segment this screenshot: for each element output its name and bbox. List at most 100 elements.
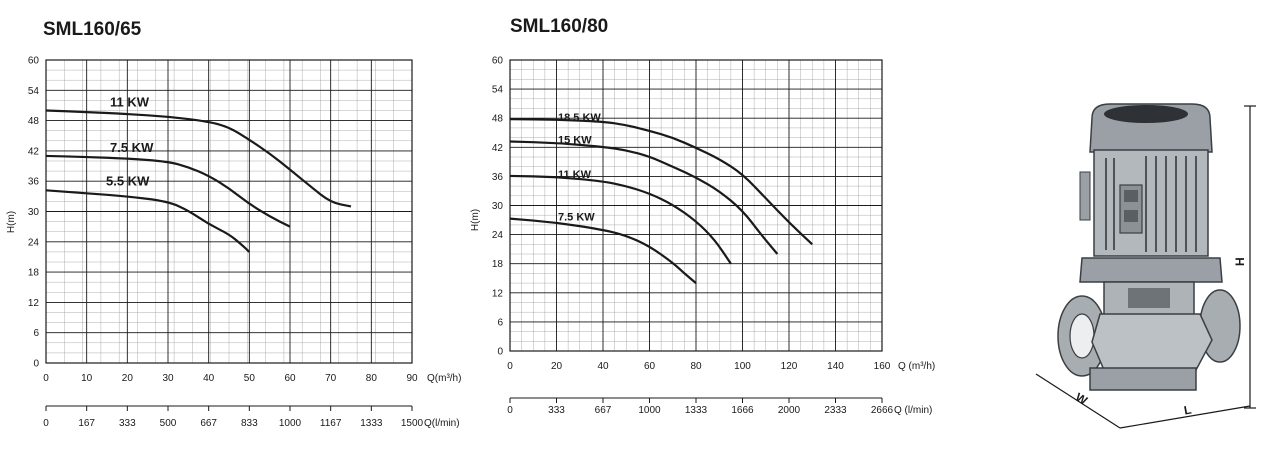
series-label-2: 11 KW [558, 169, 592, 181]
motor-flange [1079, 257, 1223, 283]
secondary-tick-label: 1333 [360, 418, 383, 429]
y-tick-label: 30 [492, 201, 504, 212]
secondary-tick-label: 1333 [685, 405, 708, 416]
y-tick-label: 48 [492, 114, 504, 125]
series-label-0: 11 KW [110, 95, 150, 110]
secondary-tick-label: 1167 [320, 418, 342, 429]
chart-title-sml160-65: SML160/65 [43, 19, 142, 40]
y-tick-label: 36 [492, 172, 504, 183]
chart-title-sml160-80: SML160/80 [510, 16, 609, 37]
y-tick-label: 36 [28, 177, 40, 188]
y-tick-label: 6 [33, 328, 39, 339]
x-tick-label: 60 [644, 361, 656, 372]
y-tick-label: 48 [28, 116, 40, 127]
terminal-box-plate [1124, 190, 1138, 202]
dimension-lines [1035, 105, 1256, 429]
x-axis-label: Q(m³/h) [427, 373, 461, 384]
dimension-l-label: L [1183, 403, 1193, 418]
terminal-box-plate-lower [1124, 210, 1138, 222]
y-tick-label: 18 [492, 259, 504, 270]
y-axis-label: H(m) [470, 209, 481, 231]
secondary-tick-label: 0 [507, 405, 513, 416]
grid-0 [45, 59, 413, 364]
secondary-tick-label: 2333 [824, 405, 847, 416]
y-tick-label: 0 [497, 347, 503, 358]
x-tick-label: 20 [122, 373, 134, 384]
y-tick-label: 0 [33, 359, 39, 370]
y-tick-label: 18 [28, 268, 40, 279]
y-tick-label: 42 [492, 143, 504, 154]
pump-volute [1091, 313, 1213, 371]
y-tick-label: 60 [28, 56, 40, 67]
y-tick-label: 54 [28, 86, 40, 97]
secondary-tick-label: 2000 [778, 405, 801, 416]
secondary-tick-label: 167 [78, 418, 95, 429]
series-line-1 [509, 140, 779, 255]
motor-fins [1105, 156, 1197, 252]
series-line-2 [509, 174, 732, 265]
secondary-tick-label: 333 [119, 418, 136, 429]
x-tick-label: 100 [734, 361, 751, 372]
y-tick-label: 30 [28, 207, 40, 218]
secondary-tick-label: 1000 [279, 418, 302, 429]
x-tick-label: 40 [203, 373, 215, 384]
series-line-2 [45, 189, 251, 253]
series-label-3: 7.5 KW [558, 212, 595, 224]
pump-illustration [1057, 103, 1241, 391]
x-tick-label: 160 [874, 361, 891, 372]
series-label-0: 18.5 KW [558, 112, 601, 124]
y-axis-label: H(m) [6, 211, 17, 233]
pump-base [1089, 367, 1197, 391]
x-tick-label: 60 [284, 373, 296, 384]
secondary-axis-label: Q(l/min) [424, 418, 460, 429]
x-tick-label: 80 [366, 373, 378, 384]
secondary-tick-label: 500 [160, 418, 177, 429]
x-tick-label: 140 [827, 361, 844, 372]
plot-frame [45, 59, 413, 364]
x-tick-label: 0 [43, 373, 49, 384]
motor-side-bracket [1079, 171, 1091, 221]
secondary-tick-label: 0 [43, 418, 49, 429]
y-tick-label: 12 [28, 298, 40, 309]
secondary-tick-label: 667 [595, 405, 612, 416]
x-axis-label: Q (m³/h) [898, 361, 935, 372]
coupling-window [1128, 288, 1170, 308]
secondary-axis-label: Q (l/min) [894, 405, 932, 416]
x-tick-label: 20 [551, 361, 563, 372]
motor-body [1093, 149, 1209, 257]
motor-fan-cover [1104, 105, 1188, 123]
y-tick-label: 24 [492, 230, 504, 241]
secondary-tick-label: 667 [200, 418, 217, 429]
secondary-tick-label: 1500 [401, 418, 424, 429]
series-line-1 [45, 154, 291, 228]
x-tick-label: 0 [507, 361, 513, 372]
y-tick-label: 12 [492, 288, 504, 299]
dimension-h-label: H [1233, 257, 1247, 266]
inlet-bore [1069, 313, 1095, 359]
y-tick-label: 60 [492, 56, 504, 67]
x-tick-label: 30 [162, 373, 174, 384]
y-tick-label: 6 [497, 317, 503, 328]
x-tick-label: 90 [406, 373, 418, 384]
x-tick-label: 80 [690, 361, 702, 372]
secondary-tick-label: 1000 [638, 405, 661, 416]
y-tick-label: 24 [28, 237, 40, 248]
x-tick-label: 120 [781, 361, 798, 372]
series-line-3 [509, 217, 697, 284]
y-tick-label: 42 [28, 146, 40, 157]
secondary-tick-label: 833 [241, 418, 258, 429]
series-label-1: 15 KW [558, 134, 592, 146]
series-line-0 [45, 109, 352, 208]
y-tick-label: 54 [492, 85, 504, 96]
dimension-w-label: W [1073, 390, 1090, 408]
series-line-0 [509, 118, 814, 246]
x-tick-label: 70 [325, 373, 337, 384]
series-label-2: 5.5 KW [106, 173, 150, 188]
x-tick-label: 50 [244, 373, 256, 384]
series-label-1: 7.5 KW [110, 140, 154, 155]
plot-frame [509, 59, 883, 352]
x-tick-label: 40 [597, 361, 609, 372]
secondary-tick-label: 333 [548, 405, 565, 416]
